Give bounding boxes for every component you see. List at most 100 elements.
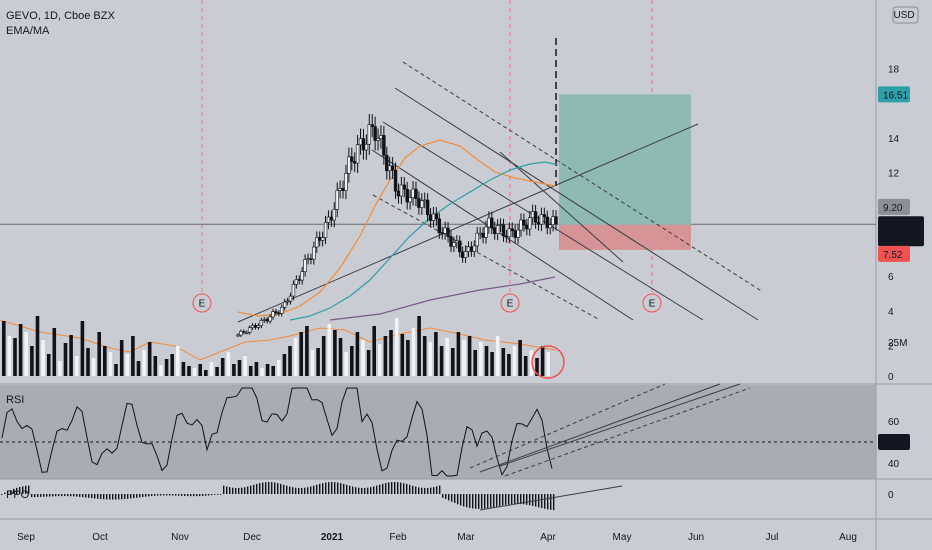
ppo-bar — [64, 494, 66, 497]
upper-price-tag: 9.20 — [883, 203, 903, 214]
volume-bar — [52, 328, 57, 376]
symbol-label[interactable]: GEVO, 1D, Cboe BZX — [6, 10, 115, 22]
ppo-bar — [82, 494, 84, 498]
ppo-label[interactable]: PPO — [6, 489, 30, 501]
ppo-bar — [478, 494, 480, 509]
candle-body — [300, 271, 304, 281]
candle-body — [256, 325, 261, 328]
ppo-bar — [136, 494, 138, 498]
time-label: Oct — [92, 532, 108, 543]
volume-bar — [512, 346, 517, 376]
rsi-channel-line — [504, 387, 751, 477]
ppo-bar — [109, 494, 111, 500]
volume-bar — [277, 360, 281, 376]
ppo-bar — [1, 494, 3, 495]
candle-body — [350, 156, 354, 162]
indicator-label[interactable]: EMA/MA — [6, 25, 50, 37]
ppo-bar — [244, 487, 246, 494]
ppo-bar — [346, 484, 348, 494]
ppo-bar — [259, 483, 261, 494]
ppo-bar — [352, 486, 354, 494]
ppo-bar — [553, 494, 555, 511]
candle-body — [414, 188, 418, 199]
volume-bar — [293, 338, 298, 376]
ppo-bar — [124, 494, 126, 500]
volume-bar — [198, 364, 202, 376]
candle-body — [434, 213, 439, 220]
volume-bar — [451, 348, 455, 376]
ppo-bar — [208, 494, 210, 496]
volume-bar — [445, 338, 449, 376]
ppo-bar — [412, 485, 414, 494]
ppo-bar — [349, 485, 351, 494]
volume-tick: 25M — [888, 338, 907, 349]
ppo-bar — [223, 485, 225, 494]
ppo-bar — [460, 494, 462, 506]
earnings-marker — [500, 293, 520, 313]
candle-body — [443, 227, 447, 234]
ppo-bar — [46, 494, 48, 497]
price-tick: 14 — [888, 134, 900, 145]
candle-body — [484, 226, 488, 238]
volume-bar — [434, 332, 438, 376]
candle-body — [315, 236, 319, 248]
volume-bar — [114, 364, 118, 376]
candle-body — [472, 245, 477, 252]
ppo-bar — [373, 486, 375, 494]
earnings-marker-label: E — [199, 299, 206, 310]
candle-body — [495, 225, 500, 234]
candle-body — [396, 190, 401, 197]
ppo-bar — [469, 494, 471, 508]
ppo-bar — [463, 494, 465, 507]
candle-body — [280, 307, 284, 314]
ppo-bar — [250, 485, 252, 494]
volume-bar — [30, 346, 34, 376]
ppo-trendline — [479, 485, 623, 511]
candle-body — [478, 232, 482, 235]
volume-bar — [338, 338, 343, 376]
ppo-bar — [67, 494, 69, 497]
candle-body — [382, 135, 386, 156]
volume-bar — [518, 340, 522, 376]
ppo-bar — [10, 490, 12, 494]
candle-body — [408, 197, 412, 203]
volume-bar — [507, 354, 511, 376]
ppo-bar — [121, 494, 123, 500]
candle-body — [545, 216, 549, 229]
rsi-label[interactable]: RSI — [6, 394, 25, 406]
candle-body — [510, 228, 514, 232]
ppo-bar — [145, 494, 147, 497]
ppo-bar — [202, 494, 204, 496]
volume-bar — [248, 366, 253, 376]
volume-bar — [75, 356, 79, 376]
currency-label: USD — [893, 10, 914, 21]
ppo-bar — [85, 494, 87, 498]
volume-bar — [136, 361, 141, 376]
ppo-bar — [298, 487, 300, 494]
ppo-bar — [187, 494, 189, 497]
candle-body — [481, 232, 485, 238]
ppo-bar — [283, 484, 285, 494]
ppo-bar — [499, 494, 501, 506]
candle-body — [533, 211, 538, 223]
rsi-tick: 40 — [888, 459, 900, 470]
ppo-bar — [118, 494, 120, 500]
volume-highlight-circle — [531, 345, 565, 379]
candle-body — [242, 331, 246, 333]
volume-bar — [159, 365, 163, 376]
ema-line — [237, 139, 556, 317]
candle-body — [501, 224, 506, 237]
time-label: May — [613, 532, 632, 543]
ppo-bar — [52, 494, 54, 497]
candle-body — [399, 184, 404, 197]
ppo-bar — [43, 494, 45, 497]
ppo-bar — [247, 486, 249, 494]
ppo-bar — [49, 494, 51, 497]
price-tick: 18 — [888, 65, 900, 76]
volume-bar — [288, 346, 292, 376]
candle-body — [352, 161, 357, 164]
candle-body — [411, 188, 415, 198]
volume-bar — [479, 342, 483, 376]
